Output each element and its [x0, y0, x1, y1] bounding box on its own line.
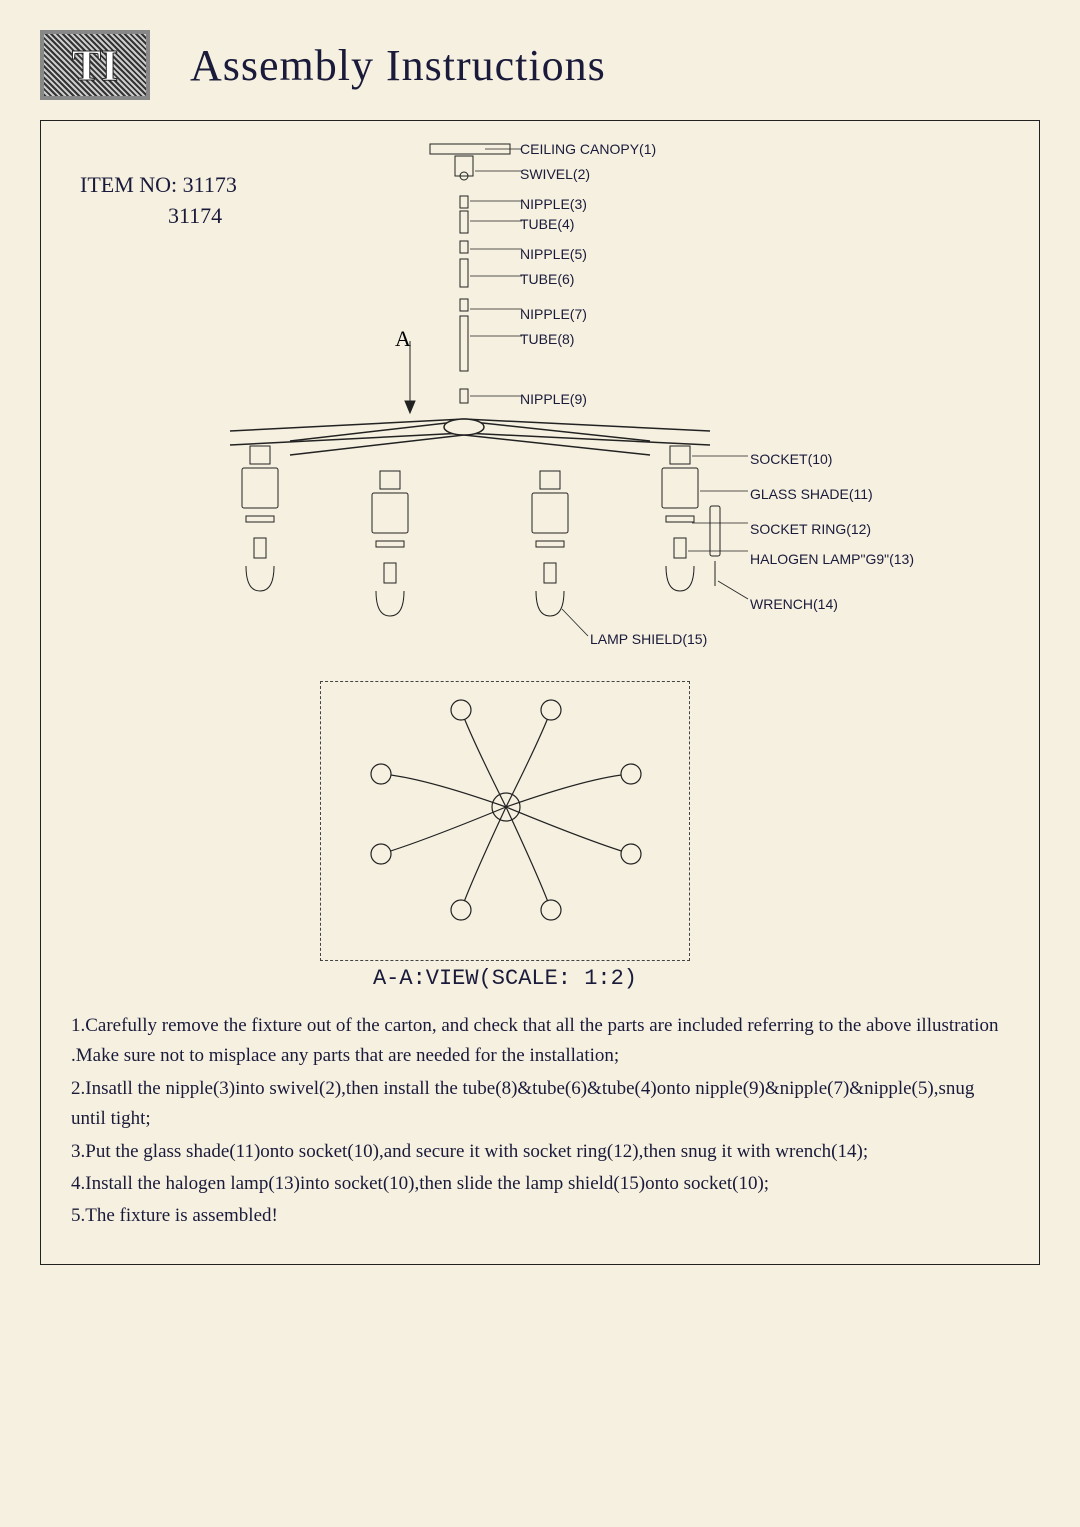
step-4: 4.Install the halogen lamp(13)into socke…: [71, 1169, 1009, 1199]
part-label-5: NIPPLE(5): [520, 246, 587, 262]
diagram-area: A CEILING CANOPY(1) SWIVEL(2) NIPPLE(3) TUB…: [90, 141, 990, 991]
plan-view-diagram: [321, 682, 691, 932]
part-label-6: TUBE(6): [520, 271, 574, 287]
part-label-1: CEILING CANOPY(1): [520, 141, 656, 157]
part-label-7: NIPPLE(7): [520, 306, 587, 322]
plan-view-box: [320, 681, 690, 961]
instructions-list: 1.Carefully remove the fixture out of th…: [71, 1011, 1009, 1232]
page-title: Assembly Instructions: [190, 40, 606, 91]
part-label-12: SOCKET RING(12): [750, 521, 871, 537]
step-1: 1.Carefully remove the fixture out of th…: [71, 1011, 1009, 1072]
section-marker: A: [395, 326, 411, 352]
step-2: 2.Insatll the nipple(3)into swivel(2),th…: [71, 1074, 1009, 1135]
part-label-8: TUBE(8): [520, 331, 574, 347]
part-label-11: GLASS SHADE(11): [750, 486, 873, 502]
part-label-13: HALOGEN LAMP"G9"(13): [750, 551, 914, 567]
header: TI Assembly Instructions: [40, 30, 1040, 100]
part-label-4: TUBE(4): [520, 216, 574, 232]
part-label-3: NIPPLE(3): [520, 196, 587, 212]
logo: TI: [40, 30, 150, 100]
part-label-9: NIPPLE(9): [520, 391, 587, 407]
part-label-15: LAMP SHIELD(15): [590, 631, 707, 647]
step-5: 5.The fixture is assembled!: [71, 1201, 1009, 1231]
step-3: 3.Put the glass shade(11)onto socket(10)…: [71, 1137, 1009, 1167]
logo-text: TI: [72, 41, 118, 90]
main-diagram-box: A CEILING CANOPY(1) SWIVEL(2) NIPPLE(3) TUB…: [40, 120, 1040, 1265]
part-label-10: SOCKET(10): [750, 451, 832, 467]
part-label-2: SWIVEL(2): [520, 166, 590, 182]
part-label-14: WRENCH(14): [750, 596, 838, 612]
plan-view-caption: A-A:VIEW(SCALE: 1:2): [345, 966, 665, 991]
